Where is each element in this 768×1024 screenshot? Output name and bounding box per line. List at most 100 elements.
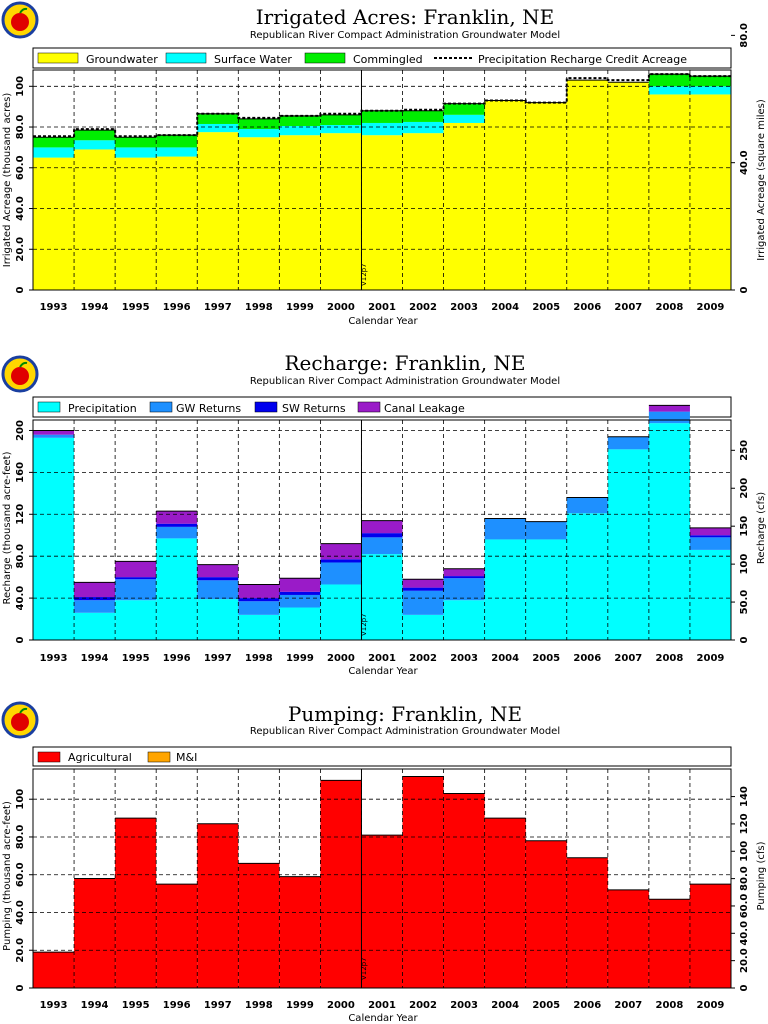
apple-logo [1,701,39,739]
bar-2007-series-0 [607,889,649,988]
bar-1994-series-1 [74,600,116,613]
x-tick-label: 2003 [450,302,478,313]
y2-tick-label: 80.0 [739,866,750,891]
bar-1995-series-0 [115,600,157,640]
chart-subtitle: Republican River Compact Administration … [250,376,560,387]
bar-2009-series-0 [689,549,731,640]
y2-tick-label: 20.0 [739,948,750,973]
bar-1997-series-0 [197,132,239,290]
bar-1999-series-3 [279,578,321,592]
bar-2002-series-1 [402,121,444,134]
bar-1994-series-0 [74,149,116,290]
chart-title: Recharge: Franklin, NE [284,351,525,375]
chart-subtitle: Republican River Compact Administration … [250,726,560,737]
bar-1999-series-1 [279,126,321,136]
y2-tick-label: 0 [739,984,750,991]
y-tick-label: 0 [15,286,26,293]
bar-1997-series-2 [197,577,239,581]
bar-2001-series-0 [361,835,403,988]
bar-2009-series-2 [689,76,731,87]
y-tick-label: 60.0 [15,155,26,180]
bar-2004-series-1 [484,518,526,540]
y-axis-label: Irrigated Acreage (thousand acres) [2,93,13,268]
x-tick-label: 2000 [327,302,355,313]
bar-1999-series-0 [279,135,321,290]
bar-2009-series-3 [689,527,731,536]
bar-1995-series-2 [115,577,157,580]
y2-tick-label: 50.0 [739,590,750,615]
pumping-chart: Pumping: Franklin, NE Republican River C… [1,701,767,1024]
x-tick-label: 2003 [450,1000,478,1011]
bar-2005-series-0 [525,840,567,988]
bar-2001-series-2 [361,110,403,123]
x-axis-label: Calendar Year [348,666,418,677]
bar-1994-series-2 [74,597,116,601]
x-tick-label: 1999 [286,302,314,313]
recharge-chart: Recharge: Franklin, NE Republican River … [1,351,767,677]
y-tick-label: 200 [15,420,26,441]
bar-2001-series-1 [361,537,403,555]
bar-1998-series-2 [238,598,280,602]
x-tick-label: 1996 [163,1000,191,1011]
y2-tick-label: 120 [739,813,750,834]
bar-2007-series-0 [607,449,649,640]
legend-swatch-agricultural [37,751,61,763]
y2-tick-label: 0 [739,286,750,293]
bar-2003-series-0 [443,600,485,640]
y2-tick-label: 140 [739,786,750,807]
bar-1998-series-0 [238,863,280,988]
bar-2009-series-1 [689,537,731,550]
bar-1997-series-1 [197,580,239,600]
y-tick-label: 0 [15,984,26,991]
y-tick-label: 160 [15,462,26,483]
bar-2003-series-3 [443,568,485,577]
chart-title: Pumping: Franklin, NE [288,702,522,726]
legend-label-groundwater: Groundwater [86,53,158,66]
bar-2006-series-0 [566,513,608,640]
bar-2008-series-0 [648,423,690,640]
x-tick-label: 2006 [573,1000,601,1011]
bar-2002-series-0 [402,776,444,988]
y2-tick-label: 80.0 [739,23,750,48]
x-tick-label: 1995 [122,302,150,313]
x-tick-label: 2007 [614,302,642,313]
bar-1999-series-0 [279,876,321,988]
bar-2009-series-0 [689,884,731,988]
bar-2001-series-0 [361,554,403,640]
bar-2002-series-0 [402,133,444,290]
bar-1999-series-2 [279,115,321,127]
bar-2007-series-1 [607,436,649,450]
bar-1999-series-1 [279,594,321,608]
bar-2007-series-0 [607,82,649,290]
bar-1996-series-0 [156,884,198,988]
y-tick-label: 100 [15,789,26,810]
bar-1995-series-1 [115,579,157,601]
bar-2009-series-2 [689,535,731,538]
x-tick-label: 2004 [491,653,519,664]
y2-tick-label: 150 [739,516,750,537]
bar-1995-series-0 [115,157,157,290]
bar-1998-series-0 [238,614,280,640]
y-tick-label: 60.0 [15,862,26,887]
legend-label-surface-water: Surface Water [214,53,292,66]
bar-1996-series-1 [156,147,198,157]
y2-tick-label: 40.0 [739,921,750,946]
x-tick-label: 1994 [81,653,109,664]
bar-2000-series-2 [320,559,362,563]
x-tick-label: 1997 [204,653,232,664]
y-tick-label: 20.0 [15,938,26,963]
bar-1997-series-1 [197,123,239,133]
y-tick-label: 120 [15,504,26,525]
y-tick-label: 40.0 [15,900,26,925]
bar-1998-series-0 [238,137,280,290]
y-tick-label: 0 [15,636,26,643]
recharge-credit-line [33,73,731,138]
bar-1997-series-3 [197,564,239,578]
x-tick-label: 1993 [40,653,68,664]
x-tick-label: 2002 [409,302,437,313]
bar-1993-series-1 [33,434,75,438]
bar-2008-series-2 [648,74,690,87]
bar-2000-series-2 [320,114,362,125]
bar-2002-series-2 [402,587,444,591]
